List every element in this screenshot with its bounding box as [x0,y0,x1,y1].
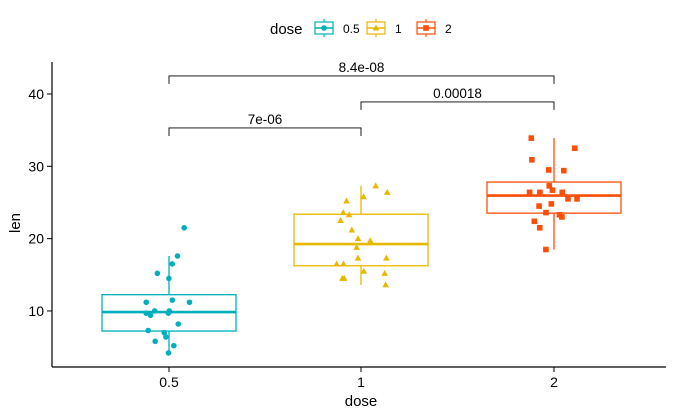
data-point [372,182,380,189]
data-point [152,338,158,345]
legend-label: 2 [445,22,452,36]
data-point [565,196,571,202]
data-point [383,188,391,195]
data-point [545,167,552,173]
data-point [531,218,538,225]
legend-label: 0.5 [343,22,360,36]
box-1 [293,185,429,285]
data-point [360,193,367,200]
data-point [549,187,556,193]
p-value-label: 7e-06 [248,112,283,127]
data-point [571,145,578,152]
data-point [166,275,172,282]
data-point [348,226,356,233]
box-2 [486,138,622,250]
p-value-label: 8.4e-08 [339,60,385,75]
data-point [366,237,374,244]
data-point [560,167,567,174]
data-point [536,203,542,209]
data-point [186,299,193,306]
data-point [175,321,182,327]
data-point [360,267,368,274]
legend-item-1: 1 [366,19,402,37]
data-point [171,342,177,349]
data-point [543,246,549,253]
data-point [151,308,158,314]
y-tick-label: 20 [28,231,44,247]
data-point [143,310,149,316]
data-point [383,254,390,261]
data-point [536,224,543,231]
data-point [559,189,566,196]
data-point [382,281,389,288]
x-tick-label: 2 [550,374,558,390]
box-iqr [486,181,622,214]
data-point [543,209,549,216]
data-point [353,243,360,250]
p-value-label: 0.00018 [433,86,482,101]
data-point [343,197,350,204]
legend-label: 1 [395,22,402,36]
x-axis-label: dose [345,393,378,410]
data-point [147,312,154,319]
data-point [546,183,553,189]
data-point [174,253,181,259]
data-point [337,217,344,224]
legend-key-square-icon [423,25,429,31]
data-point [163,334,169,340]
legend-key-circle-icon [321,25,327,31]
data-point [529,157,535,163]
y-tick-label: 10 [28,303,44,319]
data-point [548,201,555,207]
x-tick-label: 1 [357,374,365,390]
box-0.5 [101,255,237,353]
data-point [354,254,362,261]
y-tick-label: 40 [28,86,44,102]
data-point [526,189,533,196]
data-point [145,327,152,334]
data-point [354,235,362,242]
box-iqr [293,213,429,267]
data-point [339,209,347,216]
x-tick-label: 0.5 [159,374,179,390]
data-point [559,214,565,220]
legend-key-triangle-icon [372,24,380,31]
data-point [340,260,347,267]
y-tick-label: 30 [28,158,44,174]
legend-item-0.5: 0.5 [314,19,360,37]
data-point [574,196,580,202]
comparison-bracket [360,101,555,110]
y-axis-label: len [7,213,24,233]
data-point [169,261,176,267]
data-point [154,270,161,277]
data-point [338,274,346,281]
data-point [165,350,172,356]
data-point [528,135,535,141]
data-point [333,260,341,267]
data-point [161,329,167,336]
data-point [345,211,353,218]
data-point [537,189,543,196]
data-point [181,224,187,231]
legend: dose 0.5 1 2 [270,19,452,38]
data-point [165,310,172,316]
legend-item-2: 2 [416,19,452,37]
comparison-bracket [168,127,362,136]
data-point [169,297,176,303]
data-point [381,269,389,276]
comparison-bracket [168,75,555,84]
data-point [143,299,150,306]
legend-title: dose [270,21,303,38]
